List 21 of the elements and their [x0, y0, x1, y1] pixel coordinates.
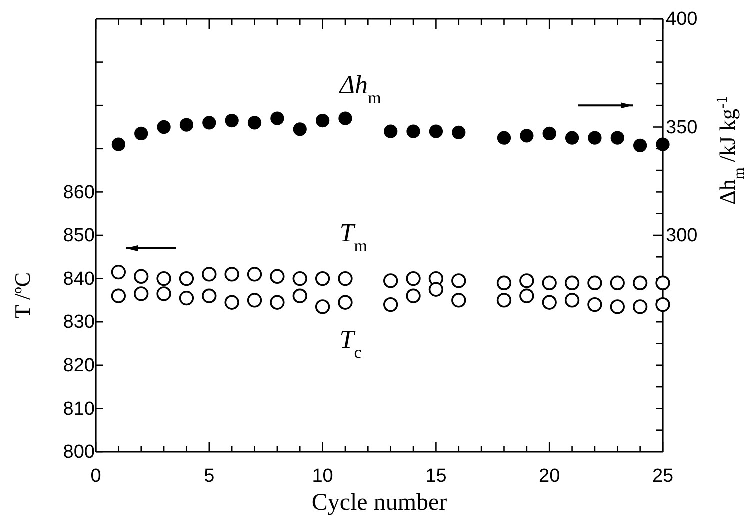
x-tick-label: 20	[539, 466, 560, 487]
y-tick-label: 850	[63, 226, 95, 247]
y-tick-label: 830	[63, 312, 95, 334]
y-tick-label: 800	[63, 442, 95, 464]
x-axis-title: Cycle number	[312, 490, 448, 516]
series-label: Δh$_{m}$	[338, 70, 382, 107]
y-axis-title: T /ºC	[10, 272, 35, 319]
y2-tick-label: 300	[666, 226, 698, 247]
x-tick-label: 10	[312, 466, 334, 487]
x-tick-label: 15	[426, 466, 447, 487]
y2-tick-label: 400	[666, 9, 698, 30]
series-label: T$_{m}$	[340, 218, 368, 255]
series-label: T$_{c}$	[340, 325, 362, 362]
y-tick-label: 840	[63, 268, 95, 290]
y-tick-label: 810	[63, 398, 95, 420]
x-tick-label: 0	[90, 466, 102, 487]
y-tick-label: 860	[63, 182, 95, 204]
x-tick-label: 25	[652, 466, 674, 487]
x-tick-label: 5	[204, 466, 215, 487]
y2-tick-label: 350	[666, 117, 698, 138]
y-tick-label: 820	[63, 355, 95, 376]
